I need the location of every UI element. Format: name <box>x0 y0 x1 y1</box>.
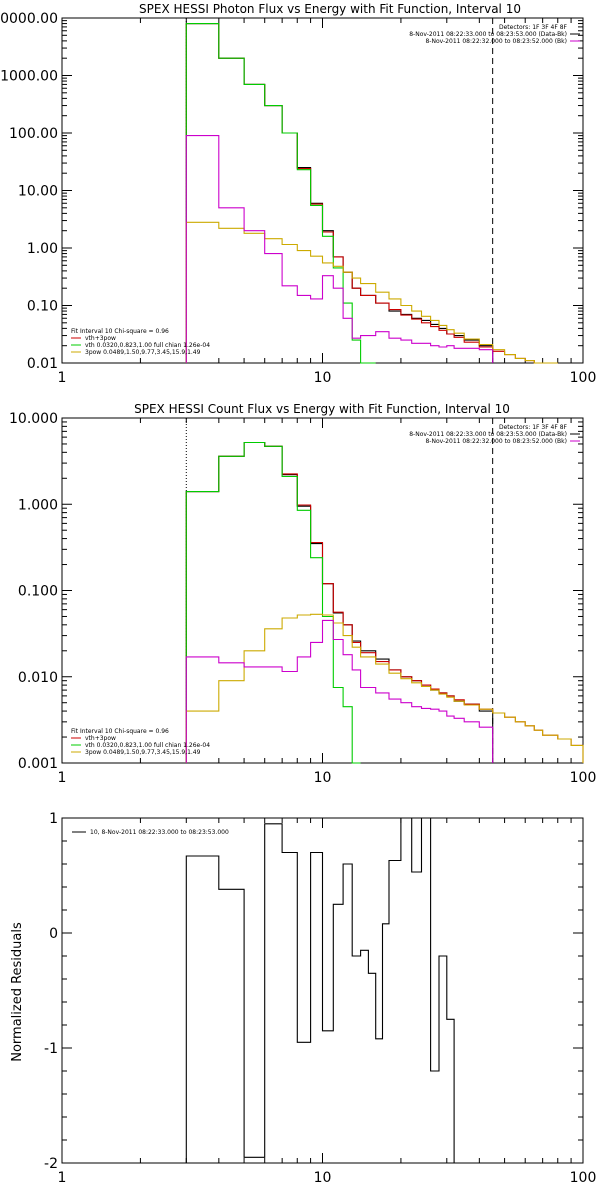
count-vlines <box>185 418 494 763</box>
photon-series-data-bk <box>185 23 494 363</box>
y-tick-label: 10.000 <box>9 411 58 427</box>
y-tick-label: 0.010 <box>18 670 58 686</box>
photon-series-vth <box>185 23 376 364</box>
y-tick-label: 1000.00 <box>0 69 58 85</box>
photon-plot-frame <box>61 17 584 364</box>
legend-right-text: 8-Nov-2011 08:22:33.000 to 08:23:53.000 … <box>409 431 567 438</box>
photon-panel: SPEX HESSI Photon Flux vs Energy with Fi… <box>0 2 596 386</box>
x-tick-label: 10 <box>314 770 332 786</box>
count-series <box>185 441 584 764</box>
y-tick-label: 1.00 <box>27 241 58 257</box>
x-tick-label: 100 <box>570 770 597 786</box>
legend-right-text: 8-Nov-2011 08:22:33.000 to 08:23:53.000 … <box>409 31 567 38</box>
x-tick-label: 1 <box>58 370 67 386</box>
x-tick-label: 10 <box>314 1170 332 1186</box>
photon-series-bk <box>185 135 494 363</box>
legend-right-text: 8-Nov-2011 08:22:32.000 to 08:23:52.000 … <box>425 38 567 45</box>
legend-left-text: vth+3pow <box>85 335 116 342</box>
y-tick-label: 1.000 <box>18 497 58 513</box>
count-series-vth <box>185 441 361 764</box>
photon-series <box>185 23 558 364</box>
legend-right-text: Detectors: 1F 3F 4F 8F <box>499 424 568 431</box>
x-tick-label: 1 <box>58 770 67 786</box>
legend-left-text: vth 0.0320,0.823,1.00 full chian 1.26e-0… <box>85 342 210 349</box>
photon-series-3pow <box>185 221 558 364</box>
legend-right-text: Detectors: 1F 3F 4F 8F <box>499 24 568 31</box>
count-series-vth-3pow <box>185 441 584 763</box>
photon-vlines <box>185 18 494 363</box>
x-tick-label: 100 <box>570 370 597 386</box>
legend-left-text: 3pow 0.0489,1.50,9.77,3.45,15.9,1.49 <box>85 349 201 356</box>
count-series-bk <box>185 619 494 763</box>
photon-ticks: 1 10 100 0.01 0.10 1.00 10.00 100.00 1000.00 1000… <box>0 11 596 386</box>
y-tick-label: 100.00 <box>9 126 58 142</box>
count-legend-left: Fit Interval 10 Chi-square = 0.96vth+3po… <box>71 728 210 756</box>
y-tick-label: 0 <box>49 926 58 942</box>
y-tick-label: 0.001 <box>18 756 58 772</box>
residuals-series <box>185 817 493 1164</box>
legend-left-text: 3pow 0.0489,1.50,9.77,3.45,15.9,1.49 <box>85 749 201 756</box>
photon-legend-right: Detectors: 1F 3F 4F 8F8-Nov-2011 08:22:3… <box>409 24 580 45</box>
legend-left-text: Fit Interval 10 Chi-square = 0.96 <box>71 728 169 735</box>
count-series-3pow <box>185 613 584 763</box>
y-tick-label: -1 <box>44 1041 58 1057</box>
y-tick-label: 0.100 <box>18 584 58 600</box>
residuals-legend: 10, 8-Nov-2011 08:22:33.000 to 08:23:53.… <box>72 829 229 836</box>
x-tick-label: 100 <box>570 1170 597 1186</box>
residuals-ylabel: Normalized Residuals <box>10 922 25 1062</box>
residuals-legend-text: 10, 8-Nov-2011 08:22:33.000 to 08:23:53.… <box>90 829 229 836</box>
x-tick-label: 1 <box>58 1170 67 1186</box>
count-legend-right: Detectors: 1F 3F 4F 8F8-Nov-2011 08:22:3… <box>409 424 580 445</box>
x-tick-label: 10 <box>314 370 332 386</box>
legend-left-text: vth 0.0320,0.823,1.00 full chian 1.26e-0… <box>85 742 210 749</box>
legend-left-text: Fit Interval 10 Chi-square = 0.96 <box>71 328 169 335</box>
residuals-series-10-8-nov-2011-08-22-33-000-to-08-23-53-000 <box>185 817 493 1164</box>
legend-left-text: vth+3pow <box>85 735 116 742</box>
y-tick-label: 10000.00 <box>0 11 58 27</box>
photon-legend-left: Fit Interval 10 Chi-square = 0.96vth+3po… <box>71 328 210 356</box>
photon-series-vth-3pow <box>185 23 558 364</box>
count-panel: SPEX HESSI Count Flux vs Energy with Fit… <box>9 402 596 786</box>
residuals-panel: Normalized Residuals 1 10 100 -2 -1 0 1 10, 8-… <box>10 811 596 1186</box>
count-title: SPEX HESSI Count Flux vs Energy with Fit… <box>134 402 510 416</box>
y-tick-label: 0.01 <box>27 356 58 372</box>
y-tick-label: 1 <box>49 811 58 827</box>
legend-right-text: 8-Nov-2011 08:22:32.000 to 08:23:52.000 … <box>425 438 567 445</box>
y-tick-label: 0.10 <box>27 299 58 315</box>
photon-title: SPEX HESSI Photon Flux vs Energy with Fi… <box>139 2 521 16</box>
y-tick-label: 10.00 <box>18 184 58 200</box>
y-tick-label: -2 <box>44 1156 58 1172</box>
residuals-ticks: 1 10 100 -2 -1 0 1 <box>44 811 596 1186</box>
